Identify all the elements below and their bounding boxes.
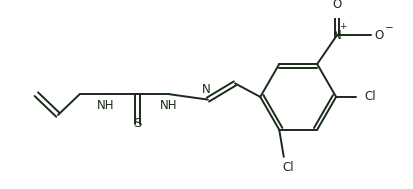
- Text: S: S: [133, 117, 141, 130]
- Text: NH: NH: [97, 99, 114, 112]
- Text: Cl: Cl: [364, 90, 375, 103]
- Text: +: +: [338, 22, 345, 31]
- Text: −: −: [384, 23, 393, 33]
- Text: O: O: [332, 0, 341, 11]
- Text: O: O: [373, 29, 382, 42]
- Text: NH: NH: [160, 99, 178, 112]
- Text: N: N: [201, 83, 210, 96]
- Text: Cl: Cl: [282, 161, 293, 174]
- Text: N: N: [332, 29, 341, 42]
